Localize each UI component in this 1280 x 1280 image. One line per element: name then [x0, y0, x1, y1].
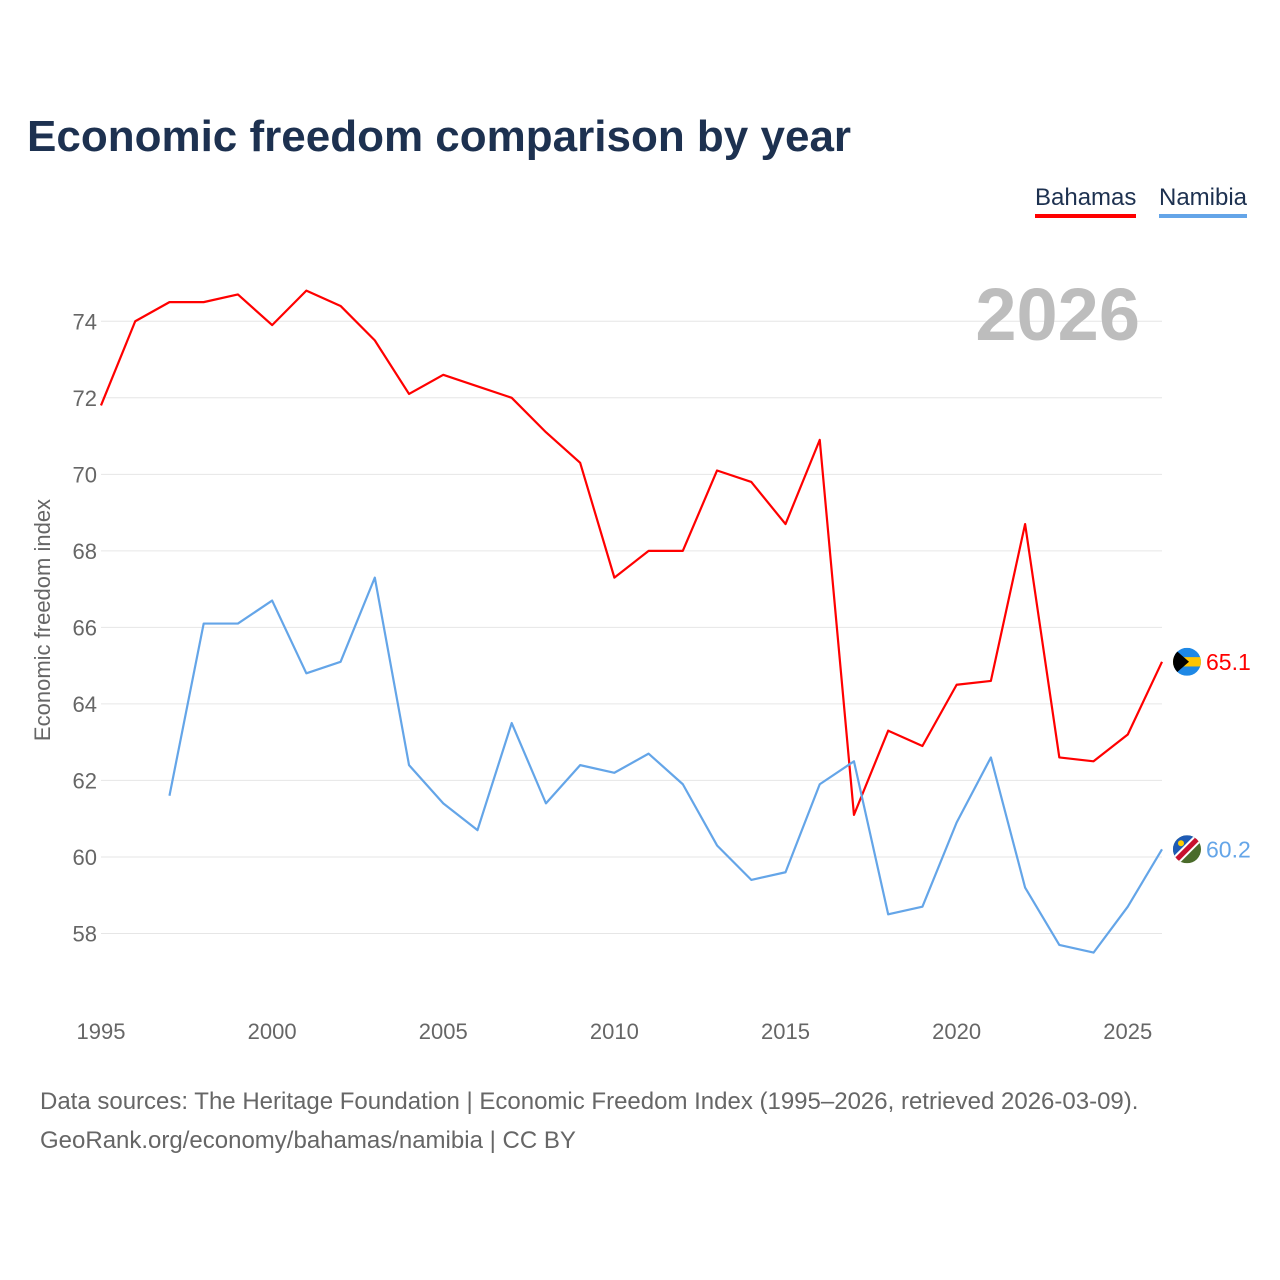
- data-point[interactable]: [1125, 904, 1131, 910]
- data-point[interactable]: [851, 758, 857, 764]
- data-point[interactable]: [783, 521, 789, 527]
- data-point[interactable]: [201, 299, 207, 305]
- data-point[interactable]: [611, 770, 617, 776]
- data-point[interactable]: [269, 598, 275, 604]
- data-point[interactable]: [1159, 846, 1165, 852]
- data-point[interactable]: [817, 437, 823, 443]
- legend-namibia[interactable]: Namibia: [1159, 184, 1248, 218]
- data-point[interactable]: [474, 383, 480, 389]
- y-tick-label: 66: [73, 615, 97, 640]
- data-point[interactable]: [748, 877, 754, 883]
- series-line-namibia[interactable]: [168, 576, 1163, 954]
- data-point[interactable]: [577, 762, 583, 768]
- data-point[interactable]: [646, 751, 652, 757]
- x-tick-label: 1995: [77, 1019, 126, 1044]
- data-point[interactable]: [1125, 732, 1131, 738]
- data-point[interactable]: [201, 621, 207, 627]
- data-point[interactable]: [98, 402, 104, 408]
- data-point[interactable]: [919, 904, 925, 910]
- data-point[interactable]: [783, 869, 789, 875]
- x-tick-label: 2005: [419, 1019, 468, 1044]
- data-point[interactable]: [851, 812, 857, 818]
- data-point[interactable]: [132, 318, 138, 324]
- data-point[interactable]: [646, 548, 652, 554]
- y-tick-label: 70: [73, 462, 97, 487]
- series-line-bahamas[interactable]: [99, 289, 1163, 816]
- x-tick-label: 2020: [932, 1019, 981, 1044]
- data-point[interactable]: [474, 827, 480, 833]
- data-point[interactable]: [303, 288, 309, 294]
- footer-credit: GeoRank.org/economy/bahamas/namibia | CC…: [40, 1127, 576, 1154]
- y-tick-label: 68: [73, 539, 97, 564]
- y-tick-label: 62: [73, 768, 97, 793]
- data-point[interactable]: [543, 429, 549, 435]
- data-point[interactable]: [611, 575, 617, 581]
- x-tick-label: 2000: [248, 1019, 297, 1044]
- data-point[interactable]: [817, 781, 823, 787]
- data-point[interactable]: [440, 372, 446, 378]
- data-point[interactable]: [235, 621, 241, 627]
- data-point[interactable]: [1022, 885, 1028, 891]
- x-tick-label: 2025: [1103, 1019, 1152, 1044]
- data-point[interactable]: [303, 670, 309, 676]
- data-point[interactable]: [748, 479, 754, 485]
- data-point[interactable]: [885, 911, 891, 917]
- data-point[interactable]: [372, 575, 378, 581]
- data-point[interactable]: [1159, 659, 1165, 665]
- data-point[interactable]: [166, 793, 172, 799]
- y-tick-label: 74: [73, 309, 97, 334]
- data-point[interactable]: [406, 391, 412, 397]
- data-point[interactable]: [509, 395, 515, 401]
- data-point[interactable]: [988, 678, 994, 684]
- data-point[interactable]: [1056, 942, 1062, 948]
- end-label-bahamas: 65.1: [1206, 649, 1251, 675]
- x-tick-label: 2010: [590, 1019, 639, 1044]
- y-tick-label: 60: [73, 845, 97, 870]
- data-point[interactable]: [509, 720, 515, 726]
- data-point[interactable]: [1091, 758, 1097, 764]
- y-tick-label: 72: [73, 386, 97, 411]
- data-point[interactable]: [680, 548, 686, 554]
- data-point[interactable]: [166, 299, 172, 305]
- bahamas-flag-icon: [1173, 647, 1201, 676]
- data-point[interactable]: [372, 337, 378, 343]
- data-point[interactable]: [1091, 950, 1097, 956]
- data-point[interactable]: [577, 460, 583, 466]
- data-point[interactable]: [406, 762, 412, 768]
- footer-sources: Data sources: The Heritage Foundation | …: [40, 1088, 1139, 1115]
- y-tick-label: 64: [73, 692, 97, 717]
- data-point[interactable]: [680, 781, 686, 787]
- data-point[interactable]: [988, 754, 994, 760]
- data-point[interactable]: [919, 743, 925, 749]
- data-point[interactable]: [269, 322, 275, 328]
- chart-title: Economic freedom comparison by year: [27, 112, 852, 161]
- x-tick-label: 2015: [761, 1019, 810, 1044]
- data-point[interactable]: [714, 842, 720, 848]
- data-point[interactable]: [338, 303, 344, 309]
- end-label-namibia: 60.2: [1206, 836, 1251, 862]
- data-point[interactable]: [954, 820, 960, 826]
- legend-bahamas[interactable]: Bahamas: [1035, 184, 1137, 218]
- y-tick-label: 58: [73, 921, 97, 946]
- namibia-flag-icon: [1173, 835, 1201, 864]
- data-point[interactable]: [543, 800, 549, 806]
- data-point[interactable]: [235, 291, 241, 297]
- data-point[interactable]: [1022, 521, 1028, 527]
- data-point[interactable]: [1056, 754, 1062, 760]
- year-watermark: 2026: [975, 273, 1140, 356]
- y-axis-label: Economic freedom index: [30, 499, 55, 741]
- data-point[interactable]: [440, 800, 446, 806]
- data-point[interactable]: [885, 728, 891, 734]
- data-point[interactable]: [338, 659, 344, 665]
- data-point[interactable]: [954, 682, 960, 688]
- data-point[interactable]: [714, 467, 720, 473]
